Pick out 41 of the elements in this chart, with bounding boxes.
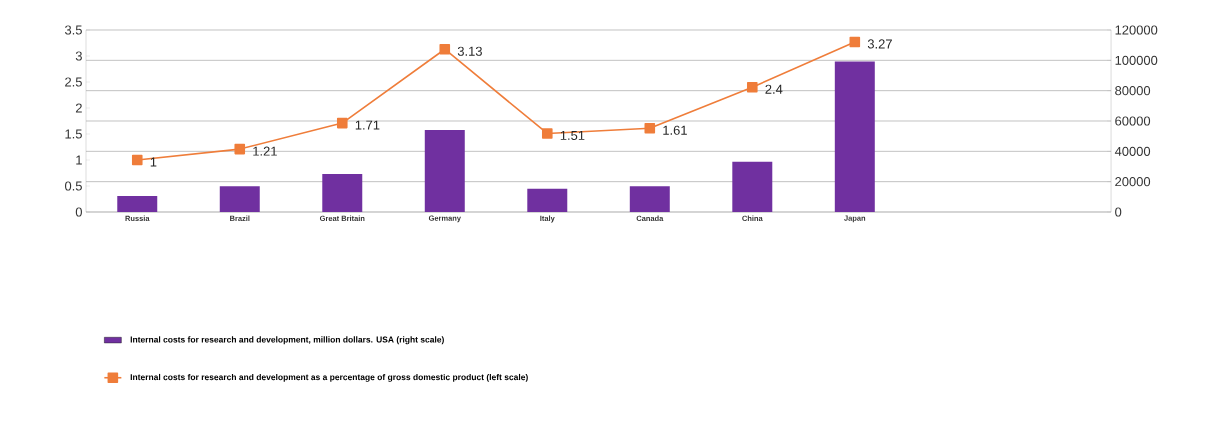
legend-label: Internal costs for research and development, million dollars. USA (right scale): [130, 336, 444, 345]
data-label: 2.4: [765, 84, 783, 94]
y-tick-label: 3: [75, 51, 82, 61]
point: [644, 122, 656, 134]
data-label: 3.13: [457, 46, 482, 56]
bar: [732, 161, 773, 212]
point: [849, 36, 861, 48]
y2-tick-label: 80000: [1115, 86, 1151, 96]
point: [131, 154, 143, 166]
point: [541, 128, 553, 139]
data-label: 3.27: [867, 39, 892, 49]
y-tick-label: 2: [75, 103, 82, 113]
y-tick-label: 0: [75, 207, 82, 217]
data-label: 1.71: [355, 120, 380, 130]
bar: [424, 129, 465, 212]
y2-tick-label: 120000: [1115, 25, 1158, 35]
bar: [629, 186, 670, 212]
y2-tick-label: 100000: [1115, 55, 1158, 65]
point: [747, 81, 758, 93]
bar: [834, 61, 875, 212]
y-tick-label: 0.5: [64, 181, 82, 191]
data-label: 1.61: [663, 125, 687, 135]
point: [439, 43, 451, 55]
y2-tick-label: 20000: [1115, 177, 1151, 187]
y-tick-label: 2.5: [65, 77, 82, 87]
data-label: 1.51: [560, 130, 585, 140]
data-label: 1: [150, 157, 157, 167]
y2-tick-label: 40000: [1114, 146, 1151, 156]
y2-tick-label: 0: [1115, 207, 1122, 217]
legend-label: Internal costs for research and development as a percentage of gross domestic product (left scale): [130, 373, 528, 382]
bar: [322, 174, 363, 212]
y-tick-label: 1: [76, 155, 82, 165]
point: [336, 117, 348, 129]
point: [234, 143, 246, 155]
data-label: 1.21: [253, 146, 277, 156]
y2-tick-label: 60000: [1115, 116, 1151, 126]
y-tick-label: 1.5: [65, 129, 82, 139]
y-tick-label: 3.5: [64, 25, 82, 35]
bar: [219, 186, 260, 212]
bar: [117, 196, 158, 212]
bar: [527, 188, 568, 212]
